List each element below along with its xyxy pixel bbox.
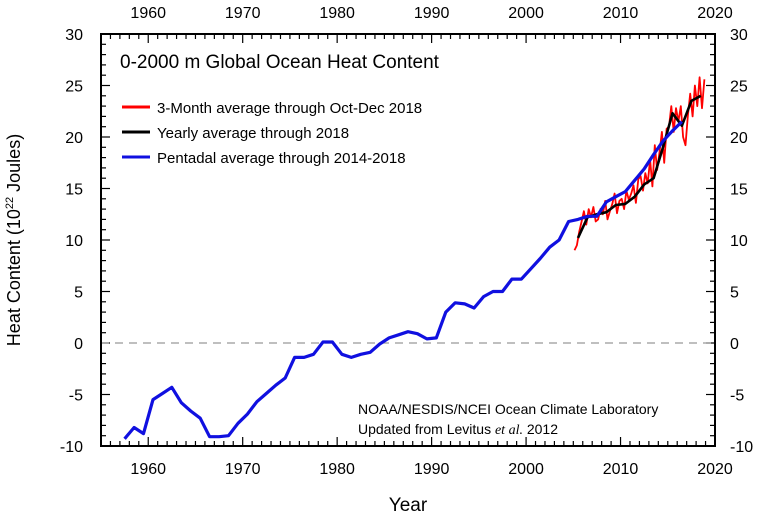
x-tick-label: 1970 [225, 461, 261, 478]
x-tick-label: 1960 [130, 461, 166, 478]
y-tick-label: 25 [65, 79, 83, 96]
x-axis-label: Year [389, 495, 428, 516]
y-tick-label: 30 [65, 27, 83, 44]
y-tick-label-right: 15 [730, 182, 748, 199]
y-label-unit: Joules) [4, 134, 24, 197]
x-tick-label-top: 1970 [225, 5, 261, 22]
x-tick-label: 1980 [319, 461, 355, 478]
x-tick-label-top: 1990 [414, 5, 450, 22]
plot-frame [100, 33, 716, 447]
x-tick-label: 2010 [603, 461, 639, 478]
y-tick-label: 0 [74, 336, 83, 353]
annotation-line-1: NOAA/NESDIS/NCEI Ocean Climate Laborator… [358, 401, 658, 417]
legend-label-1: Yearly average through 2018 [157, 125, 349, 142]
x-tick-label-top: 2020 [697, 5, 733, 22]
y-tick-label-right: -10 [730, 439, 753, 456]
legend-label-2: Pentadal average through 2014-2018 [157, 150, 406, 167]
series-lines [123, 76, 706, 440]
x-tick-label-top: 2000 [508, 5, 544, 22]
y-tick-label: 15 [65, 182, 83, 199]
y-label-main: Heat Content (10 [4, 209, 24, 346]
y-tick-label-right: 10 [730, 233, 748, 250]
y-tick-label: 10 [65, 233, 83, 250]
y-tick-label: 20 [65, 130, 83, 147]
x-tick-label-top: 2010 [603, 5, 639, 22]
y-tick-label: -5 [69, 388, 83, 405]
y-tick-label-right: 25 [730, 79, 748, 96]
legend-label-0: 3-Month average through Oct-Dec 2018 [157, 100, 422, 117]
chart-title: 0-2000 m Global Ocean Heat Content [120, 52, 440, 73]
y-tick-label-right: 5 [730, 285, 739, 302]
annotation-line-2: Updated from Levitus et al. 2012 [358, 421, 558, 438]
x-tick-label: 2020 [697, 461, 733, 478]
y-tick-label-right: 20 [730, 130, 748, 147]
series-line-2 [123, 120, 684, 440]
y-tick-label: 5 [74, 285, 83, 302]
y-tick-label-right: -5 [730, 388, 744, 405]
series-line-0 [573, 76, 706, 251]
axis-ticks: 1960196019701970198019801990199020002000… [60, 5, 753, 478]
y-axis-label: Heat Content (1022 Joules) [4, 134, 24, 346]
y-tick-label-right: 30 [730, 27, 748, 44]
x-tick-label-top: 1980 [319, 5, 355, 22]
legend: 3-Month average through Oct-Dec 2018 Year… [122, 100, 422, 167]
x-tick-label-top: 1960 [130, 5, 166, 22]
annotation-year: 2012 [523, 421, 558, 437]
y-label-exponent: 22 [4, 197, 16, 209]
y-tick-label-right: 0 [730, 336, 739, 353]
y-tick-label: -10 [60, 439, 83, 456]
x-tick-label: 1990 [414, 461, 450, 478]
annotation-text: Updated from Levitus [358, 421, 495, 437]
x-tick-label: 2000 [508, 461, 544, 478]
annotation-etal: et al. [495, 423, 523, 438]
